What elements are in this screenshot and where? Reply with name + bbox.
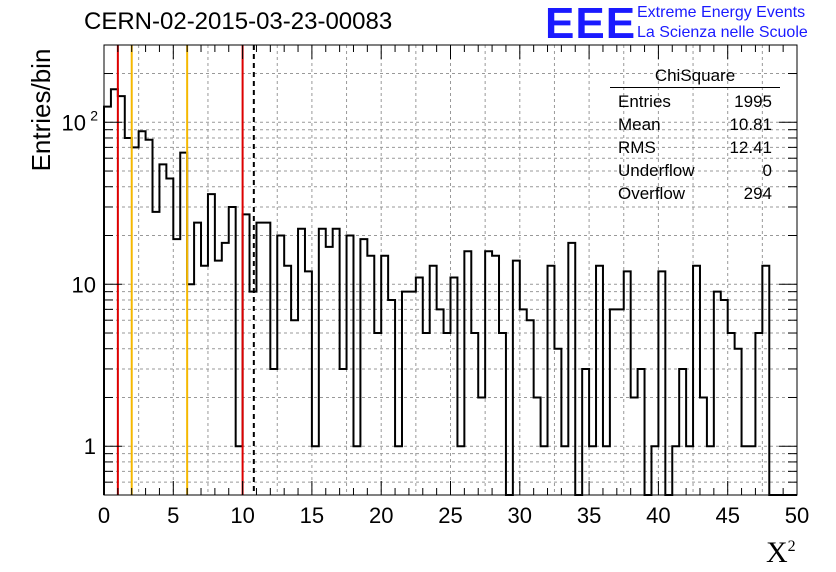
eee-tagline-1: Extreme Energy Events <box>637 4 806 21</box>
x-tick-label: 0 <box>98 503 110 528</box>
x-tick-label: 30 <box>508 503 532 528</box>
stats-value: 0 <box>762 161 772 180</box>
stats-row-underflow: Underflow 0 <box>610 159 780 182</box>
y-tick-label: 10 <box>62 110 86 135</box>
cut-lines <box>116 45 255 495</box>
x-tick-label: 25 <box>438 503 462 528</box>
stats-label: RMS <box>618 138 656 157</box>
stats-box-title: ChiSquare <box>610 66 780 88</box>
x-tick-label: 45 <box>715 503 739 528</box>
stats-label: Overflow <box>618 184 686 203</box>
x-tick-label: 35 <box>577 503 601 528</box>
y-tick-label-exp: 2 <box>90 107 98 123</box>
x-tick-label: 15 <box>300 503 324 528</box>
y-tick-label-base: 10 <box>62 110 86 135</box>
stats-label: Underflow <box>618 161 695 180</box>
x-axis-label: X2 <box>766 536 796 570</box>
x-tick-label: 10 <box>230 503 254 528</box>
stats-box: ChiSquare Entries 1995 Mean 10.81 RMS 12.41… <box>610 66 780 205</box>
x-tick-label: 50 <box>785 503 809 528</box>
stats-row-rms: RMS 12.41 <box>610 136 780 159</box>
y-tick-label: 1 <box>84 434 96 459</box>
chart-title: CERN-02-2015-03-23-00083 <box>84 8 393 35</box>
x-tick-label: 20 <box>369 503 393 528</box>
stats-value: 1995 <box>734 92 772 111</box>
x-axis-label-sup: 2 <box>787 538 796 555</box>
eee-logo-text: EEE <box>545 0 637 48</box>
stats-value: 294 <box>743 184 772 203</box>
stats-row-mean: Mean 10.81 <box>610 113 780 136</box>
y-axis-label: Entries/bin <box>26 48 56 172</box>
x-tick-label: 40 <box>646 503 670 528</box>
x-axis-label-base: X <box>766 536 788 569</box>
stats-value: 10.81 <box>729 115 772 134</box>
stats-value: 12.41 <box>729 138 772 157</box>
eee-tagline-2: La Scienza nelle Scuole <box>637 24 808 41</box>
stats-row-entries: Entries 1995 <box>610 90 780 113</box>
y-tick-label: 10 <box>72 272 96 297</box>
x-tick-label: 5 <box>167 503 179 528</box>
stats-label: Mean <box>618 115 661 134</box>
stats-row-overflow: Overflow 294 <box>610 182 780 205</box>
stats-label: Entries <box>618 92 671 111</box>
